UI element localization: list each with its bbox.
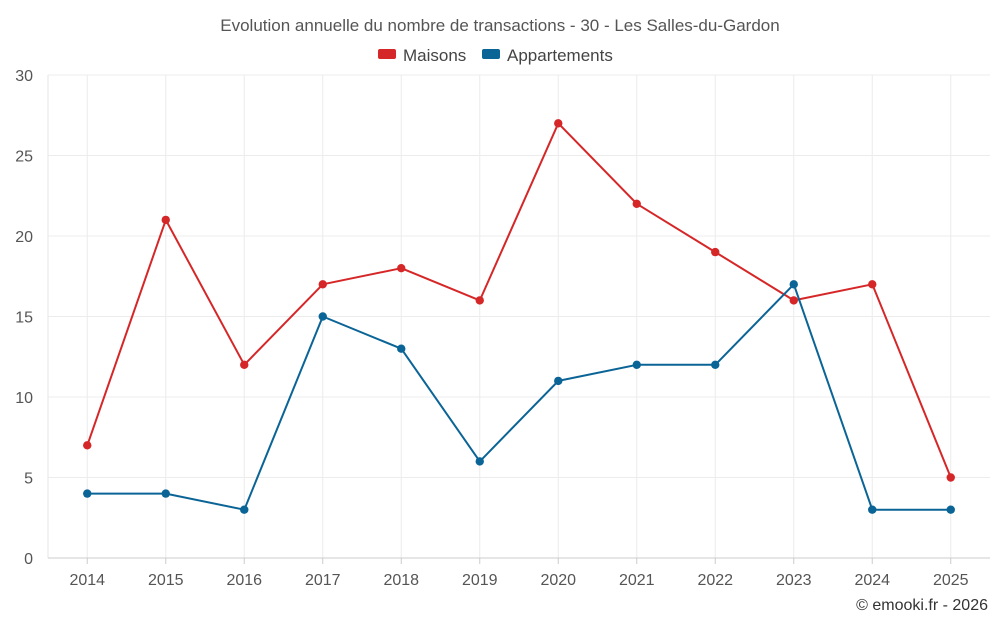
data-point-maisons[interactable] — [946, 473, 955, 482]
data-point-appartements[interactable] — [240, 505, 249, 514]
x-tick-label: 2024 — [854, 572, 890, 589]
data-point-appartements[interactable] — [475, 457, 484, 466]
legend-item-maisons[interactable]: Maisons — [378, 46, 466, 65]
series-maisons — [83, 119, 955, 482]
data-point-maisons[interactable] — [240, 360, 249, 369]
data-point-appartements[interactable] — [161, 489, 170, 498]
y-tick-label: 30 — [15, 68, 33, 85]
data-point-maisons[interactable] — [789, 296, 798, 305]
series-layer — [83, 119, 955, 514]
data-point-maisons[interactable] — [475, 296, 484, 305]
x-tick-label: 2016 — [226, 572, 262, 589]
data-point-appartements[interactable] — [946, 505, 955, 514]
credit-text: © emooki.fr - 2026 — [856, 597, 988, 614]
legend-label-maisons: Maisons — [403, 46, 466, 65]
data-point-appartements[interactable] — [554, 376, 563, 386]
data-point-maisons[interactable] — [711, 247, 720, 257]
x-tick-label: 2023 — [776, 572, 812, 589]
data-point-appartements[interactable] — [397, 344, 406, 353]
series-appartements — [83, 280, 955, 514]
data-point-maisons[interactable] — [318, 280, 327, 289]
legend-label-appartements: Appartements — [507, 46, 613, 65]
x-tick-label: 2022 — [697, 572, 733, 589]
y-tick-label: 25 — [15, 149, 33, 166]
data-point-appartements[interactable] — [711, 360, 720, 369]
y-tick-label: 0 — [24, 551, 33, 568]
data-point-maisons[interactable] — [632, 199, 641, 208]
data-point-appartements[interactable] — [868, 505, 877, 514]
legend: Maisons Appartements — [378, 46, 613, 65]
chart-title: Evolution annuelle du nombre de transact… — [220, 16, 779, 35]
data-point-appartements[interactable] — [632, 360, 641, 369]
y-tick-label: 5 — [24, 471, 33, 488]
x-tick-label: 2021 — [619, 572, 655, 589]
x-tick-label: 2020 — [540, 572, 576, 589]
x-tick-label: 2014 — [69, 572, 105, 589]
y-tick-label: 20 — [15, 229, 33, 246]
x-tick-label: 2015 — [148, 572, 184, 589]
x-tick-label: 2018 — [383, 572, 419, 589]
series-line-maisons — [86, 122, 952, 478]
data-point-maisons[interactable] — [161, 215, 170, 225]
legend-item-appartements[interactable]: Appartements — [482, 46, 613, 65]
data-point-appartements[interactable] — [789, 280, 798, 289]
grid — [48, 74, 990, 558]
data-point-maisons[interactable] — [397, 264, 406, 273]
y-tick-label: 15 — [15, 310, 33, 327]
x-tick-label: 2025 — [933, 572, 969, 589]
x-tick-label: 2019 — [462, 572, 498, 589]
data-point-maisons[interactable] — [868, 280, 877, 289]
y-tick-label: 10 — [15, 390, 33, 407]
data-point-maisons[interactable] — [83, 441, 92, 450]
legend-swatch-maisons — [378, 49, 396, 59]
legend-swatch-appartements — [482, 49, 500, 59]
data-point-appartements[interactable] — [318, 312, 327, 321]
series-line-appartements — [87, 283, 951, 511]
x-tick-label: 2017 — [305, 572, 341, 589]
data-point-appartements[interactable] — [83, 489, 92, 498]
data-point-maisons[interactable] — [554, 119, 563, 128]
